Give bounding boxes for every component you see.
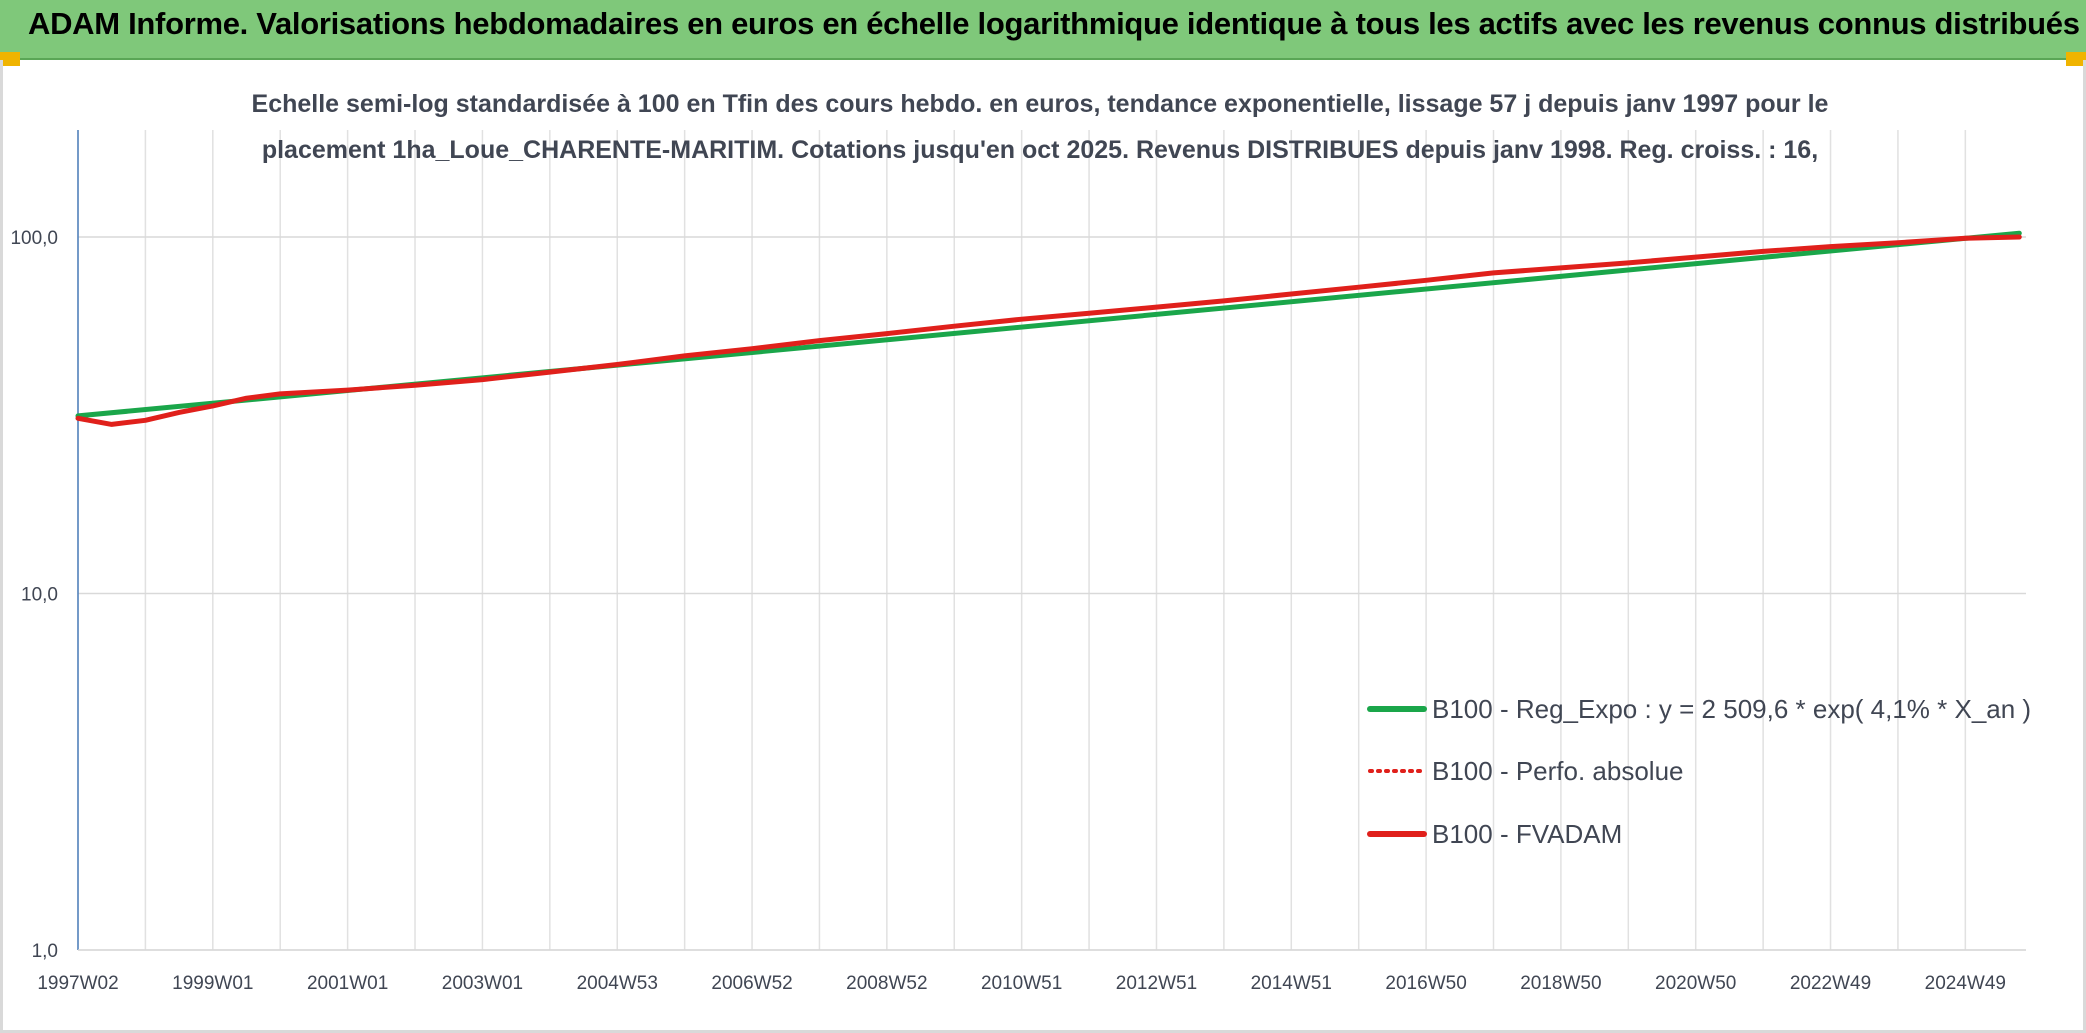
report-title: ADAM Informe. Valorisations hebdomadaire…	[28, 6, 2080, 41]
x-tick-label: 2024W49	[1925, 973, 2006, 994]
x-tick-label: 2001W01	[307, 973, 388, 994]
x-tick-label: 2014W51	[1251, 973, 1332, 994]
corner-marker-left	[0, 52, 20, 66]
x-tick-label: 2016W50	[1385, 973, 1466, 994]
legend-entry-label: B100 - Perfo. absolue	[1432, 756, 1684, 786]
corner-marker-right	[2066, 52, 2086, 66]
y-tick-label: 1,0	[32, 941, 58, 962]
legend-entry-label: B100 - FVADAM	[1432, 819, 1622, 849]
legend-entry-label: B100 - Reg_Expo : y = 2 509,6 * exp( 4,1…	[1432, 694, 2031, 724]
chart-frame	[0, 60, 2086, 1033]
x-tick-label: 2022W49	[1790, 973, 1871, 994]
report-header-bar: ADAM Informe. Valorisations hebdomadaire…	[0, 0, 2086, 60]
series-fvadam-line	[75, 234, 2022, 427]
x-tick-label: 2012W51	[1116, 973, 1197, 994]
x-tick-label: 1997W02	[37, 973, 118, 994]
x-tick-label: 1999W01	[172, 973, 253, 994]
axes: 100,0 10,0 1,0 1997W02 1999W01 2001W01 2003W01…	[10, 130, 2026, 994]
series-perfo-absolue-line	[76, 235, 2021, 426]
series	[75, 230, 2022, 427]
x-tick-label: 2003W01	[442, 973, 523, 994]
chart-title-line-1: Echelle semi-log standardisée à 100 en T…	[251, 90, 1829, 118]
x-tick-label: 2010W51	[981, 973, 1062, 994]
legend: B100 - Reg_Expo : y = 2 509,6 * exp( 4,1…	[1367, 694, 2031, 849]
x-tick-label: 2008W52	[846, 973, 927, 994]
y-tick-label: 100,0	[10, 228, 58, 249]
y-tick-label: 10,0	[21, 585, 58, 606]
x-tick-label: 2004W53	[577, 973, 658, 994]
x-tick-label: 2020W50	[1655, 973, 1736, 994]
x-tick-label: 2006W52	[711, 973, 792, 994]
x-tick-label: 2018W50	[1520, 973, 1601, 994]
chart-title-line-2: placement 1ha_Loue_CHARENTE-MARITIM. Cot…	[261, 136, 1819, 164]
